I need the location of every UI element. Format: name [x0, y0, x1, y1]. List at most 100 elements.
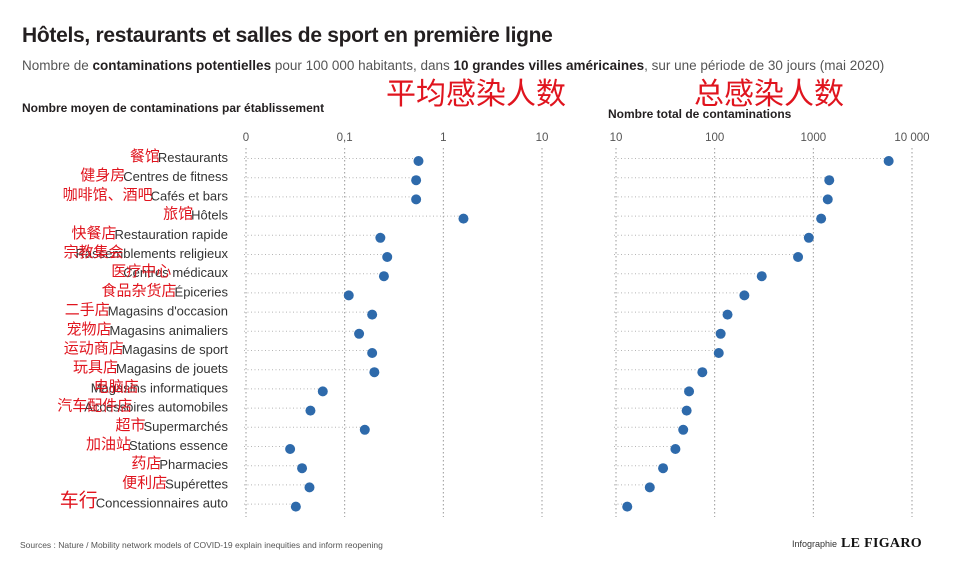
data-point-avg	[458, 213, 469, 224]
category-label: Magasins de jouets	[116, 361, 229, 376]
data-point-total	[681, 405, 692, 416]
chinese-annotation: 药店	[131, 455, 161, 472]
chinese-annotation: 便利店	[122, 474, 167, 491]
category-label: Magasins d'occasion	[108, 304, 228, 319]
category-label: Centres de fitness	[123, 169, 228, 184]
chinese-annotation: 宗教集会	[64, 243, 124, 261]
chinese-annotation: 咖啡馆、酒吧	[63, 186, 153, 203]
chinese-annotation: 车行	[60, 490, 98, 512]
chinese-annotation: 电脑店	[94, 378, 139, 395]
category-label: Pharmacies	[159, 457, 228, 472]
data-point-avg	[375, 232, 386, 243]
subtitle-text: , sur une période de 30 jours (mai 2020)	[644, 58, 885, 73]
data-point-total	[793, 252, 804, 262]
page-subtitle: Nombre de contaminations potentielles po…	[22, 57, 922, 74]
chart-title-total: Nombre total de contaminations	[608, 107, 792, 121]
chinese-annotation: 汽车配件店	[57, 398, 132, 415]
x-tick-label-avg: 0	[243, 132, 249, 144]
chinese-annotation: 旅馆	[163, 206, 193, 223]
data-point-total	[816, 213, 827, 224]
page-title: Hôtels, restaurants et salles de sport e…	[22, 24, 553, 47]
data-point-total	[678, 424, 689, 435]
data-point-avg	[413, 156, 424, 166]
data-point-avg	[297, 463, 308, 474]
category-label: Épiceries	[175, 284, 229, 299]
data-point-total	[756, 271, 767, 282]
data-point-total	[739, 290, 750, 301]
chinese-annotation: 加油站	[86, 436, 131, 453]
x-tick-label-total: 100	[705, 132, 724, 144]
data-point-avg	[304, 482, 315, 493]
category-label: Hôtels	[191, 208, 228, 223]
category-label: Centres médicaux	[123, 265, 228, 280]
chinese-annotation: 宠物店	[66, 321, 111, 338]
data-point-avg	[378, 271, 389, 282]
credit-label: Infographie	[792, 539, 838, 549]
footer-credit: Infographie LE FIGARO	[792, 536, 922, 552]
data-point-avg	[367, 348, 378, 358]
category-label: Rassemblements religieux	[76, 246, 229, 261]
chinese-annotation: 餐馆	[130, 148, 160, 165]
category-label: Magasins animaliers	[110, 323, 229, 338]
chinese-annotation: 超市	[115, 417, 145, 434]
data-point-total	[684, 386, 695, 397]
data-point-total	[722, 309, 733, 320]
chinese-annotation: 食品杂货店	[102, 282, 177, 299]
subtitle-highlight: 10 grandes villes américaines	[453, 58, 645, 73]
chinese-annotation: 快餐店	[72, 225, 117, 242]
subtitle-text: Nombre de	[22, 58, 93, 73]
category-label: Cafés et bars	[151, 188, 229, 203]
x-tick-label-total: 1000	[801, 132, 827, 144]
x-tick-label-total: 10	[610, 132, 623, 144]
left-overlay-caption: 平均感染人数	[386, 78, 566, 111]
category-label: Accessoires automobiles	[84, 400, 228, 415]
data-point-avg	[367, 309, 378, 320]
figaro-logo: LE FIGARO	[841, 536, 922, 551]
data-point-total	[822, 194, 833, 205]
data-point-total	[883, 156, 894, 166]
x-tick-label-total: 10 000	[894, 132, 929, 144]
data-point-avg	[290, 501, 301, 512]
category-label: Supérettes	[165, 476, 228, 491]
data-point-avg	[317, 386, 328, 397]
data-point-avg	[359, 424, 370, 435]
data-point-total	[715, 328, 726, 339]
category-label: Concessionnaires auto	[96, 496, 228, 511]
data-point-total	[803, 232, 814, 243]
data-point-total	[713, 348, 724, 358]
category-label: Magasins informatiques	[91, 380, 229, 395]
chinese-annotation: 健身房	[80, 167, 125, 184]
right-overlay-caption: 总感染人数	[694, 78, 844, 111]
category-label: Supermarchés	[143, 419, 228, 434]
data-point-avg	[343, 290, 354, 301]
data-point-total	[658, 463, 669, 474]
data-point-total	[644, 482, 655, 493]
data-point-total	[824, 175, 835, 186]
data-point-avg	[411, 175, 422, 186]
chinese-annotation: 二手店	[65, 302, 110, 319]
data-point-total	[697, 367, 708, 378]
category-label: Magasins de sport	[122, 342, 229, 357]
x-tick-label-avg: 0,1	[337, 132, 353, 144]
x-tick-label-avg: 10	[536, 132, 549, 144]
chinese-annotation: 医疗中心	[111, 263, 171, 280]
category-label: Restauration rapide	[115, 227, 228, 242]
category-label: Stations essence	[129, 438, 228, 453]
data-point-avg	[354, 328, 365, 339]
data-point-total	[670, 444, 681, 454]
chinese-annotation: 运动商店	[64, 340, 124, 357]
data-point-avg	[285, 444, 296, 454]
footer-source: Sources : Nature / Mobility network mode…	[20, 540, 383, 550]
category-label: Restaurants	[158, 150, 229, 165]
data-point-avg	[305, 405, 316, 416]
data-point-total	[622, 501, 633, 512]
chinese-annotation: 玩具店	[73, 359, 118, 376]
chart-title-avg: Nombre moyen de contaminations par établ…	[22, 101, 324, 115]
data-point-avg	[382, 252, 393, 262]
subtitle-text: pour 100 000 habitants, dans	[271, 58, 454, 73]
x-tick-label-avg: 1	[440, 132, 446, 144]
subtitle-highlight: contaminations potentielles	[92, 58, 272, 73]
data-point-avg	[411, 194, 422, 205]
data-point-avg	[369, 367, 380, 378]
